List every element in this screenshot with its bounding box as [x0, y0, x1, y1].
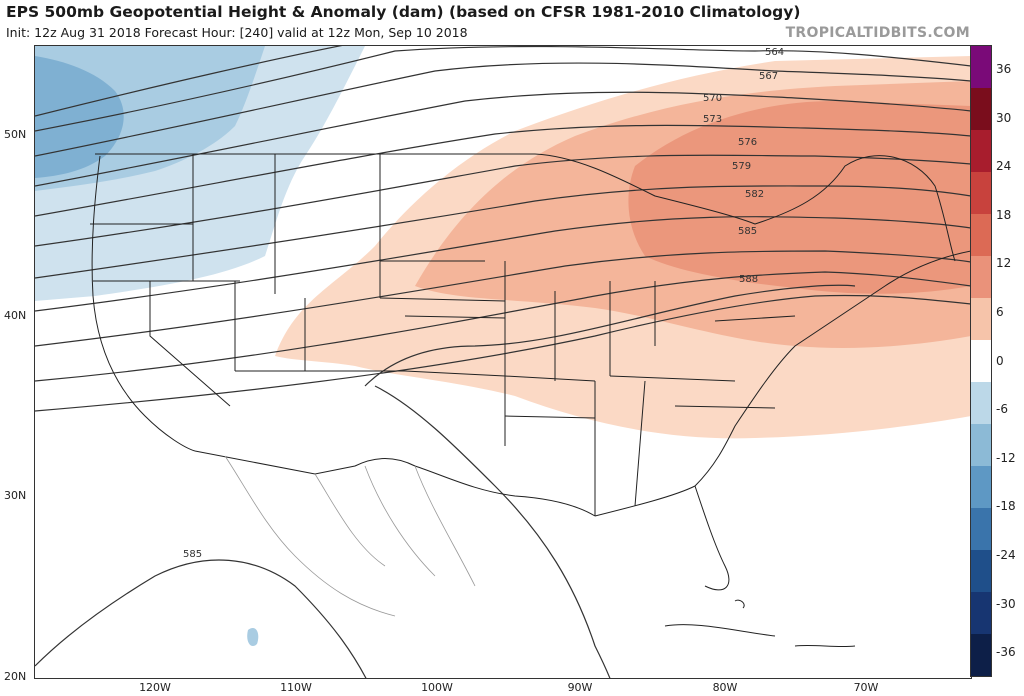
colorbar-label: 30 [996, 110, 1012, 125]
lon-label-110w: 110W [280, 681, 312, 694]
contour-label: 588 [739, 274, 758, 285]
colorbar-segment [971, 466, 991, 508]
contour-label: 579 [732, 161, 751, 172]
chart-title: EPS 500mb Geopotential Height & Anomaly … [6, 3, 801, 21]
colorbar-segment [971, 508, 991, 550]
contour-label: 570 [703, 93, 722, 104]
contour-label: 567 [759, 71, 778, 82]
colorbar-label: -18 [996, 499, 1016, 514]
negative-anomaly-18 [35, 56, 124, 178]
lon-label-70w: 70W [853, 681, 879, 694]
colorbar-segment [971, 592, 991, 634]
colorbar-label: 12 [996, 256, 1012, 271]
contour-label: 585 [183, 549, 202, 560]
colorbar-segment [971, 130, 991, 172]
height-contours [35, 46, 971, 678]
colorbar-label: 6 [996, 305, 1004, 319]
colorbar-segment [971, 88, 991, 130]
political-borders [90, 153, 971, 591]
lat-label-30n: 30N [4, 489, 27, 502]
lat-label-40n: 40N [4, 309, 27, 322]
colorbar-label: 0 [996, 353, 1004, 368]
lon-label-80w: 80W [712, 681, 738, 694]
lon-label-100w: 100W [421, 681, 453, 694]
colorbar [970, 45, 992, 677]
lat-label-50n: 50N [4, 128, 27, 141]
colorbar-label: -24 [996, 548, 1016, 562]
colorbar-segment [971, 46, 991, 88]
chart-subtitle: Init: 12z Aug 31 2018 Forecast Hour: [24… [6, 25, 468, 40]
contour-label: 585 [738, 226, 757, 237]
contour-label: 576 [738, 137, 757, 148]
map-panel: 564 567 570 573 576 579 582 585 588 585 [34, 45, 972, 679]
colorbar-label: 36 [996, 62, 1012, 76]
contour-label: 564 [765, 47, 784, 58]
colorbar-label: 18 [996, 207, 1012, 222]
caribbean-anomaly [247, 627, 259, 647]
colorbar-segment [971, 382, 991, 424]
lon-label-90w: 90W [567, 681, 593, 694]
mexico-borders [224, 455, 476, 617]
colorbar-segment [971, 550, 991, 592]
colorbar-segment [971, 340, 991, 382]
brand-watermark[interactable]: TROPICALTIDBITS.COM [785, 25, 970, 41]
colorbar-segment [971, 172, 991, 214]
contour-label: 582 [745, 189, 764, 200]
colorbar-segment [971, 424, 991, 466]
colorbar-label: -6 [996, 402, 1008, 417]
lat-label-20n: 20N [4, 670, 27, 683]
colorbar-segment [971, 214, 991, 256]
map-canvas: 564 567 570 573 576 579 582 585 588 585 [35, 46, 971, 678]
colorbar-label: -30 [996, 596, 1016, 611]
contour-label: 573 [703, 114, 722, 125]
caribbean-islands [664, 599, 856, 648]
lon-label-120w: 120W [139, 681, 171, 694]
colorbar-label: -12 [996, 450, 1016, 465]
colorbar-segment [971, 256, 991, 298]
contour-label-group: 564 567 570 573 576 579 582 585 588 585 [183, 47, 784, 560]
colorbar-segment [971, 634, 991, 676]
positive-anomaly-18 [628, 101, 971, 294]
colorbar-label: 24 [996, 159, 1012, 174]
colorbar-segment [971, 298, 991, 340]
colorbar-label: -36 [996, 645, 1016, 660]
